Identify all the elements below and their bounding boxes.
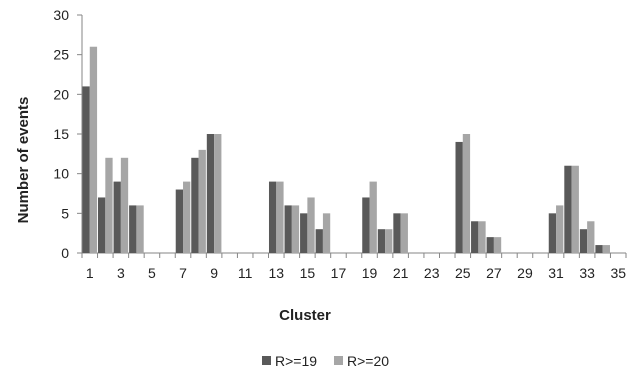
bar-r19 bbox=[206, 134, 215, 253]
bar-r19 bbox=[82, 86, 90, 254]
bars bbox=[82, 46, 610, 254]
bar-r19 bbox=[548, 213, 557, 253]
x-tick-label: 13 bbox=[268, 265, 284, 281]
x-tick-label: 17 bbox=[331, 265, 347, 281]
bar-r20 bbox=[587, 221, 595, 253]
legend-swatch bbox=[334, 356, 343, 365]
bar-r19 bbox=[393, 213, 401, 253]
bar-r20 bbox=[322, 213, 331, 253]
y-tick-label: 5 bbox=[61, 205, 69, 221]
bar-r20 bbox=[198, 149, 206, 253]
x-tick-label: 11 bbox=[238, 265, 253, 281]
y-tick-label: 0 bbox=[61, 245, 69, 261]
x-tick-label: 21 bbox=[393, 265, 409, 281]
bar-r19 bbox=[579, 229, 588, 253]
legend-swatch bbox=[262, 356, 271, 365]
bar-r19 bbox=[113, 181, 121, 253]
bar-r19 bbox=[471, 221, 479, 253]
bar-r20 bbox=[214, 134, 222, 253]
x-tick-label: 3 bbox=[117, 265, 125, 281]
x-tick-label: 33 bbox=[579, 265, 595, 281]
x-tick-label: 5 bbox=[148, 265, 156, 281]
bar-r19 bbox=[455, 141, 463, 253]
x-tick-label: 23 bbox=[424, 265, 440, 281]
bar-r19 bbox=[284, 205, 292, 253]
y-tick-label: 20 bbox=[53, 86, 69, 102]
y-tick-label: 15 bbox=[53, 126, 69, 142]
bar-r19 bbox=[268, 181, 277, 253]
bar-r20 bbox=[400, 213, 408, 253]
x-tick-label: 31 bbox=[548, 265, 564, 281]
y-tick-label: 30 bbox=[53, 7, 69, 23]
x-axis-title: Cluster bbox=[279, 307, 331, 324]
bar-r20 bbox=[478, 221, 486, 253]
legend: R>=19 R>=20 bbox=[262, 353, 389, 369]
bar-r20 bbox=[89, 46, 98, 253]
y-tick-label: 25 bbox=[53, 47, 69, 63]
bar-r19 bbox=[377, 229, 386, 253]
bar-r19 bbox=[129, 205, 137, 253]
bar-r19 bbox=[300, 213, 308, 253]
x-tick-label: 29 bbox=[517, 265, 533, 281]
bar-r20 bbox=[183, 181, 191, 253]
x-tick-label: 25 bbox=[455, 265, 471, 281]
y-axis-title: Number of events bbox=[15, 97, 32, 224]
bar-r20 bbox=[120, 157, 129, 253]
bar-r20 bbox=[556, 205, 564, 253]
bar-r19 bbox=[362, 197, 370, 253]
bar-r20 bbox=[571, 165, 579, 253]
x-tick-label: 9 bbox=[210, 265, 218, 281]
x-tick-label: 7 bbox=[179, 265, 187, 281]
x-tick-label: 1 bbox=[86, 265, 94, 281]
bar-r20 bbox=[276, 181, 284, 253]
bar-r19 bbox=[564, 165, 572, 253]
bar-r20 bbox=[105, 157, 113, 253]
legend-label: R>=20 bbox=[347, 353, 389, 369]
bar-r19 bbox=[98, 197, 106, 253]
legend-label: R>=19 bbox=[275, 353, 317, 369]
bar-r20 bbox=[602, 245, 610, 253]
bar-r20 bbox=[291, 205, 300, 253]
y-tick-label: 10 bbox=[53, 166, 69, 182]
x-tick-label: 27 bbox=[486, 265, 502, 281]
x-tick-label: 15 bbox=[300, 265, 316, 281]
bar-r20 bbox=[307, 197, 315, 253]
bar-r20 bbox=[136, 205, 144, 253]
bar-r20 bbox=[462, 134, 471, 253]
bar-r20 bbox=[385, 229, 393, 253]
bar-r20 bbox=[369, 181, 377, 253]
axes bbox=[77, 14, 627, 258]
bar-r19 bbox=[191, 157, 199, 253]
x-tick-label: 19 bbox=[362, 265, 378, 281]
bar-r19 bbox=[315, 229, 323, 253]
bar-r19 bbox=[595, 245, 603, 253]
x-tick-label: 35 bbox=[610, 265, 626, 281]
bar-r19 bbox=[175, 189, 184, 253]
bar-r19 bbox=[486, 237, 494, 253]
bar-r20 bbox=[493, 237, 502, 253]
